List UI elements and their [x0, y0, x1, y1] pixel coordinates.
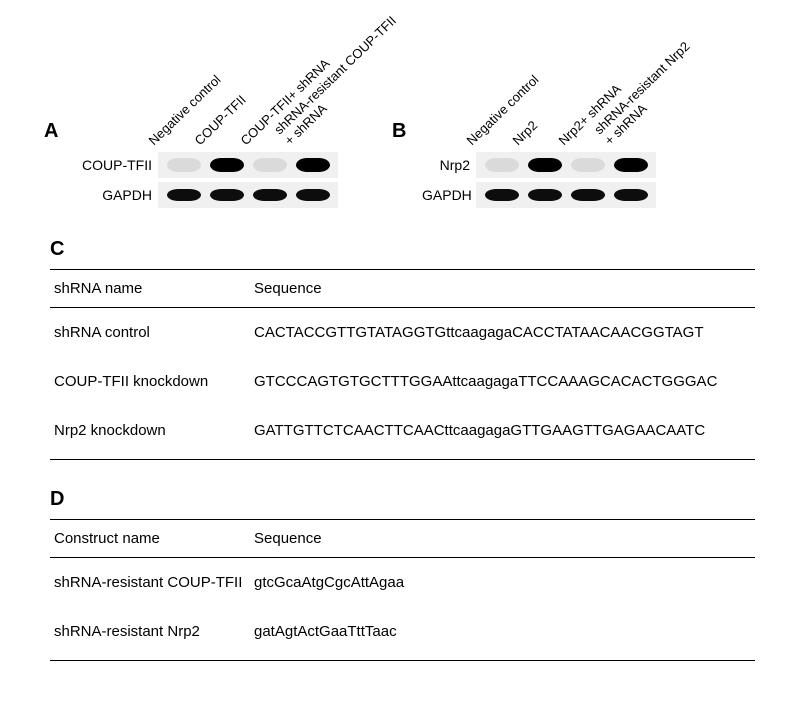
cell-sequence: CACTACCGTTGTATAGGTGttcaagagaCACCTATAACAA…: [250, 308, 755, 358]
panel-b: B Negative controlNrp2Nrp2+ shRNAshRNA-r…: [398, 38, 656, 208]
gel-band: [485, 189, 519, 201]
blot-row: GAPDH: [422, 182, 656, 208]
section-d: D Construct name Sequence shRNA-resistan…: [50, 488, 755, 661]
cell-name: shRNA-resistant Nrp2: [50, 607, 250, 656]
blot-row: GAPDH: [74, 182, 338, 208]
blot-row-label: COUP-TFII: [74, 157, 152, 173]
figure-root: A Negative controlCOUP-TFIICOUP-TFII+ sh…: [0, 0, 805, 709]
gel-band: [528, 189, 562, 201]
cell-sequence: GTCCCAGTGTGCTTTGGAAttcaagagaTTCCAAAGCACA…: [250, 357, 755, 406]
cell-sequence: gtcGcaAtgCgcAttAgaa: [250, 558, 755, 608]
cell-sequence: gatAgtActGaaTttTaac: [250, 607, 755, 656]
table-row: shRNA controlCACTACCGTTGTATAGGTGttcaagag…: [50, 308, 755, 358]
panel-a: A Negative controlCOUP-TFIICOUP-TFII+ sh…: [50, 38, 338, 208]
table-c-wrap: shRNA name Sequence shRNA controlCACTACC…: [50, 269, 755, 460]
gel-band: [571, 189, 605, 201]
panel-a-blot: Negative controlCOUP-TFIICOUP-TFII+ shRN…: [74, 38, 338, 208]
table-row: COUP-TFII knockdownGTCCCAGTGTGCTTTGGAAtt…: [50, 357, 755, 406]
gel-band: [253, 189, 287, 201]
gel-strip: [158, 182, 338, 208]
section-c: C shRNA name Sequence shRNA controlCACTA…: [50, 238, 755, 460]
gel-band: [571, 158, 605, 172]
cell-name: Nrp2 knockdown: [50, 406, 250, 455]
panel-b-blot: Negative controlNrp2Nrp2+ shRNAshRNA-res…: [422, 38, 656, 208]
table-c: shRNA name Sequence shRNA controlCACTACC…: [50, 269, 755, 455]
lane-label: Nrp2: [510, 118, 541, 148]
gel-band: [296, 189, 330, 201]
table-d-wrap: Construct name Sequence shRNA-resistant …: [50, 519, 755, 661]
gel-strip: [476, 182, 656, 208]
lane-label: shRNA-resistant COUP-TFII+ shRNA: [271, 13, 409, 148]
gel-band: [614, 158, 648, 172]
blot-row-label: GAPDH: [422, 187, 470, 203]
blot-row: COUP-TFII: [74, 152, 338, 178]
panel-b-lane-labels: Negative controlNrp2Nrp2+ shRNAshRNA-res…: [422, 38, 656, 148]
cell-name: shRNA-resistant COUP-TFII: [50, 558, 250, 608]
cell-name: COUP-TFII knockdown: [50, 357, 250, 406]
table-c-header-seq: Sequence: [250, 270, 755, 308]
gel-band: [296, 158, 330, 172]
gel-band: [210, 189, 244, 201]
gel-strip: [476, 152, 656, 178]
cell-sequence: GATTGTTCTCAACTTCAACttcaagagaGTTGAAGTTGAG…: [250, 406, 755, 455]
blot-row-label: Nrp2: [422, 157, 470, 173]
gel-band: [167, 189, 201, 201]
table-d: Construct name Sequence shRNA-resistant …: [50, 519, 755, 656]
gel-strip: [158, 152, 338, 178]
panel-a-lane-labels: Negative controlCOUP-TFIICOUP-TFII+ shRN…: [74, 38, 338, 148]
table-row: Nrp2 knockdownGATTGTTCTCAACTTCAACttcaaga…: [50, 406, 755, 455]
table-row: shRNA-resistant Nrp2gatAgtActGaaTttTaac: [50, 607, 755, 656]
panel-d-label: D: [50, 488, 755, 511]
gel-band: [210, 158, 244, 172]
cell-name: shRNA control: [50, 308, 250, 358]
table-row: shRNA-resistant COUP-TFIIgtcGcaAtgCgcAtt…: [50, 558, 755, 608]
panel-a-label: A: [44, 120, 58, 143]
gel-band: [253, 158, 287, 172]
gel-band: [167, 158, 201, 172]
blot-panels-row: A Negative controlCOUP-TFIICOUP-TFII+ sh…: [50, 38, 755, 208]
table-c-header-name: shRNA name: [50, 270, 250, 308]
gel-band: [614, 189, 648, 201]
blot-row: Nrp2: [422, 152, 656, 178]
table-d-header-seq: Sequence: [250, 520, 755, 558]
gel-band: [485, 158, 519, 172]
panel-b-label: B: [392, 120, 406, 143]
panel-c-label: C: [50, 238, 755, 261]
blot-row-label: GAPDH: [74, 187, 152, 203]
table-d-header-name: Construct name: [50, 520, 250, 558]
gel-band: [528, 158, 562, 172]
